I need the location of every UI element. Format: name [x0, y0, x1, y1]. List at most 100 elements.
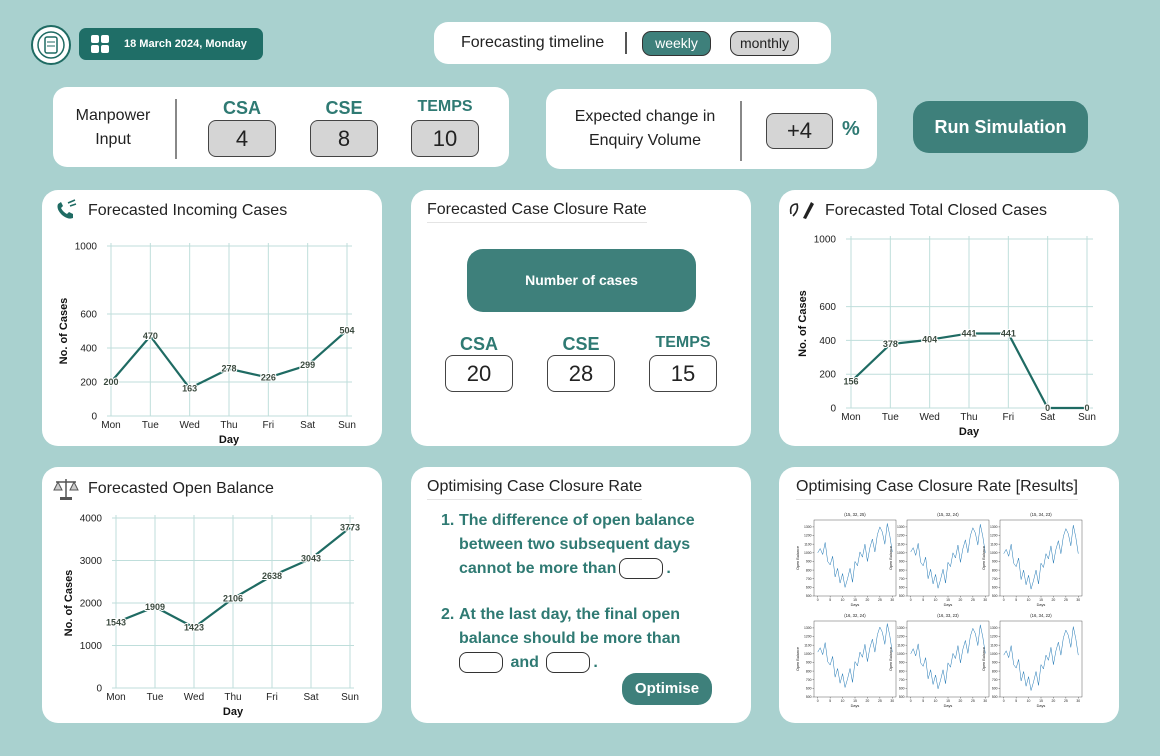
x-tick-label: Sun — [338, 420, 356, 431]
data-label: 2638 — [262, 571, 282, 581]
x-tick-label: 15 — [946, 598, 950, 602]
series-line — [910, 624, 986, 690]
y-tick-label: 4000 — [80, 514, 103, 525]
x-tick-label: 30 — [983, 598, 987, 602]
x-tick-label: 15 — [853, 598, 857, 602]
plot-frame — [906, 620, 990, 698]
y-tick-label: 900 — [992, 560, 998, 564]
plot-frame — [999, 620, 1083, 698]
x-tick-label: Tue — [142, 420, 159, 431]
x-tick-label: 0 — [1003, 699, 1005, 703]
role-input[interactable]: 4 — [208, 120, 276, 157]
timeline-option[interactable]: monthly — [730, 31, 799, 56]
plot-frame — [999, 519, 1083, 597]
y-axis-label: Open Balance — [889, 647, 893, 671]
data-label: 0 — [1084, 403, 1089, 413]
y-tick-label: 200 — [80, 378, 97, 389]
x-tick-label: 30 — [1076, 699, 1080, 703]
role-name: CSA — [222, 98, 261, 118]
chart-title: Forecasted Total Closed Cases — [825, 202, 1047, 219]
y-tick-label: 1100 — [990, 643, 997, 647]
x-tick-label: Fri — [262, 420, 274, 431]
x-tick-label: Fri — [1002, 412, 1014, 423]
y-tick-label: 900 — [806, 560, 812, 564]
role-name: TEMPS — [655, 334, 711, 351]
y-tick-label: 500 — [806, 695, 812, 699]
optimise-button[interactable]: Optimise — [622, 673, 712, 705]
x-tick-label: 0 — [910, 598, 912, 602]
role-input[interactable]: 28 — [547, 355, 615, 392]
data-label: 404 — [922, 335, 937, 345]
y-tick-label: 800 — [899, 568, 905, 572]
data-label: 156 — [843, 377, 858, 387]
x-tick-label: 20 — [959, 699, 963, 703]
x-tick-label: Wed — [179, 420, 199, 431]
y-tick-label: 600 — [899, 687, 905, 691]
x-tick-label: Mon — [841, 412, 860, 423]
x-axis-label: Days — [944, 704, 953, 708]
timeline-option[interactable]: weekly — [642, 31, 711, 56]
role-input[interactable]: 10 — [411, 120, 479, 157]
x-axis-label: Days — [1037, 704, 1046, 708]
incoming-card — [42, 190, 382, 446]
data-label: 200 — [103, 377, 118, 387]
x-tick-label: 10 — [841, 598, 845, 602]
x-tick-label: 15 — [853, 699, 857, 703]
rule-number: 2. — [441, 606, 455, 623]
y-tick-label: 600 — [899, 586, 905, 590]
x-tick-label: 20 — [866, 598, 870, 602]
pen-icon — [789, 202, 814, 219]
x-tick-label: 0 — [817, 699, 819, 703]
y-tick-label: 1200 — [897, 534, 905, 538]
y-tick-label: 1000 — [990, 652, 998, 656]
y-tick-label: 500 — [899, 695, 905, 699]
x-tick-label: Sun — [341, 692, 359, 703]
data-label: 3773 — [340, 523, 360, 533]
data-label: 0 — [1045, 403, 1050, 413]
x-tick-label: Tue — [882, 412, 899, 423]
y-tick-label: 700 — [899, 678, 905, 682]
series-line — [110, 329, 348, 390]
run-button[interactable]: Run Simulation — [913, 101, 1088, 153]
rule-text: At the last day, the final open balance … — [459, 606, 681, 647]
input[interactable] — [619, 558, 664, 580]
y-tick-label: 600 — [806, 687, 812, 691]
input[interactable] — [459, 652, 503, 674]
y-tick-label: 900 — [899, 661, 905, 665]
role-input[interactable]: 8 — [310, 120, 378, 157]
y-tick-label: 1000 — [814, 235, 837, 246]
timeline-bar: Forecasting timeline weekly monthly — [434, 22, 831, 64]
x-tick-label: 0 — [1003, 598, 1005, 602]
y-tick-label: 800 — [806, 669, 812, 673]
x-tick-label: Tue — [147, 692, 164, 703]
role-name: CSE — [562, 334, 600, 354]
data-label: 3043 — [301, 554, 321, 564]
x-tick-label: 25 — [1064, 699, 1068, 703]
manpower-label: Manpower Input — [75, 107, 151, 148]
x-axis-label: Days — [851, 603, 860, 607]
optimise-card: Optimising Case Closure Rate Optimise — [411, 467, 751, 723]
x-tick-label: 10 — [841, 699, 845, 703]
data-label: 2106 — [223, 593, 243, 603]
enquiry-input[interactable]: +4 — [766, 113, 833, 149]
role-input[interactable]: 15 — [649, 355, 717, 392]
input[interactable] — [546, 652, 591, 674]
role-input[interactable]: 20 — [445, 355, 513, 392]
x-tick-label: 10 — [1027, 598, 1031, 602]
menu-icon[interactable] — [91, 35, 109, 53]
series-line — [1003, 524, 1079, 590]
rule-text: The difference of open balance between t… — [459, 512, 695, 577]
x-tick-label: 10 — [1027, 699, 1031, 703]
rule-end: . — [666, 560, 671, 577]
x-tick-label: 10 — [934, 699, 938, 703]
series-line — [850, 332, 1087, 410]
x-tick-label: Sat — [303, 692, 318, 703]
data-label: 1909 — [145, 602, 165, 612]
y-tick-label: 1000 — [897, 551, 905, 555]
data-label: 1543 — [106, 617, 126, 627]
plot-frame — [813, 620, 897, 698]
rule-end: . — [593, 654, 598, 671]
results-card: Optimising Case Closure Rate [Results] — [779, 467, 1119, 723]
y-tick-label: 700 — [992, 678, 998, 682]
y-tick-label: 800 — [806, 568, 812, 572]
